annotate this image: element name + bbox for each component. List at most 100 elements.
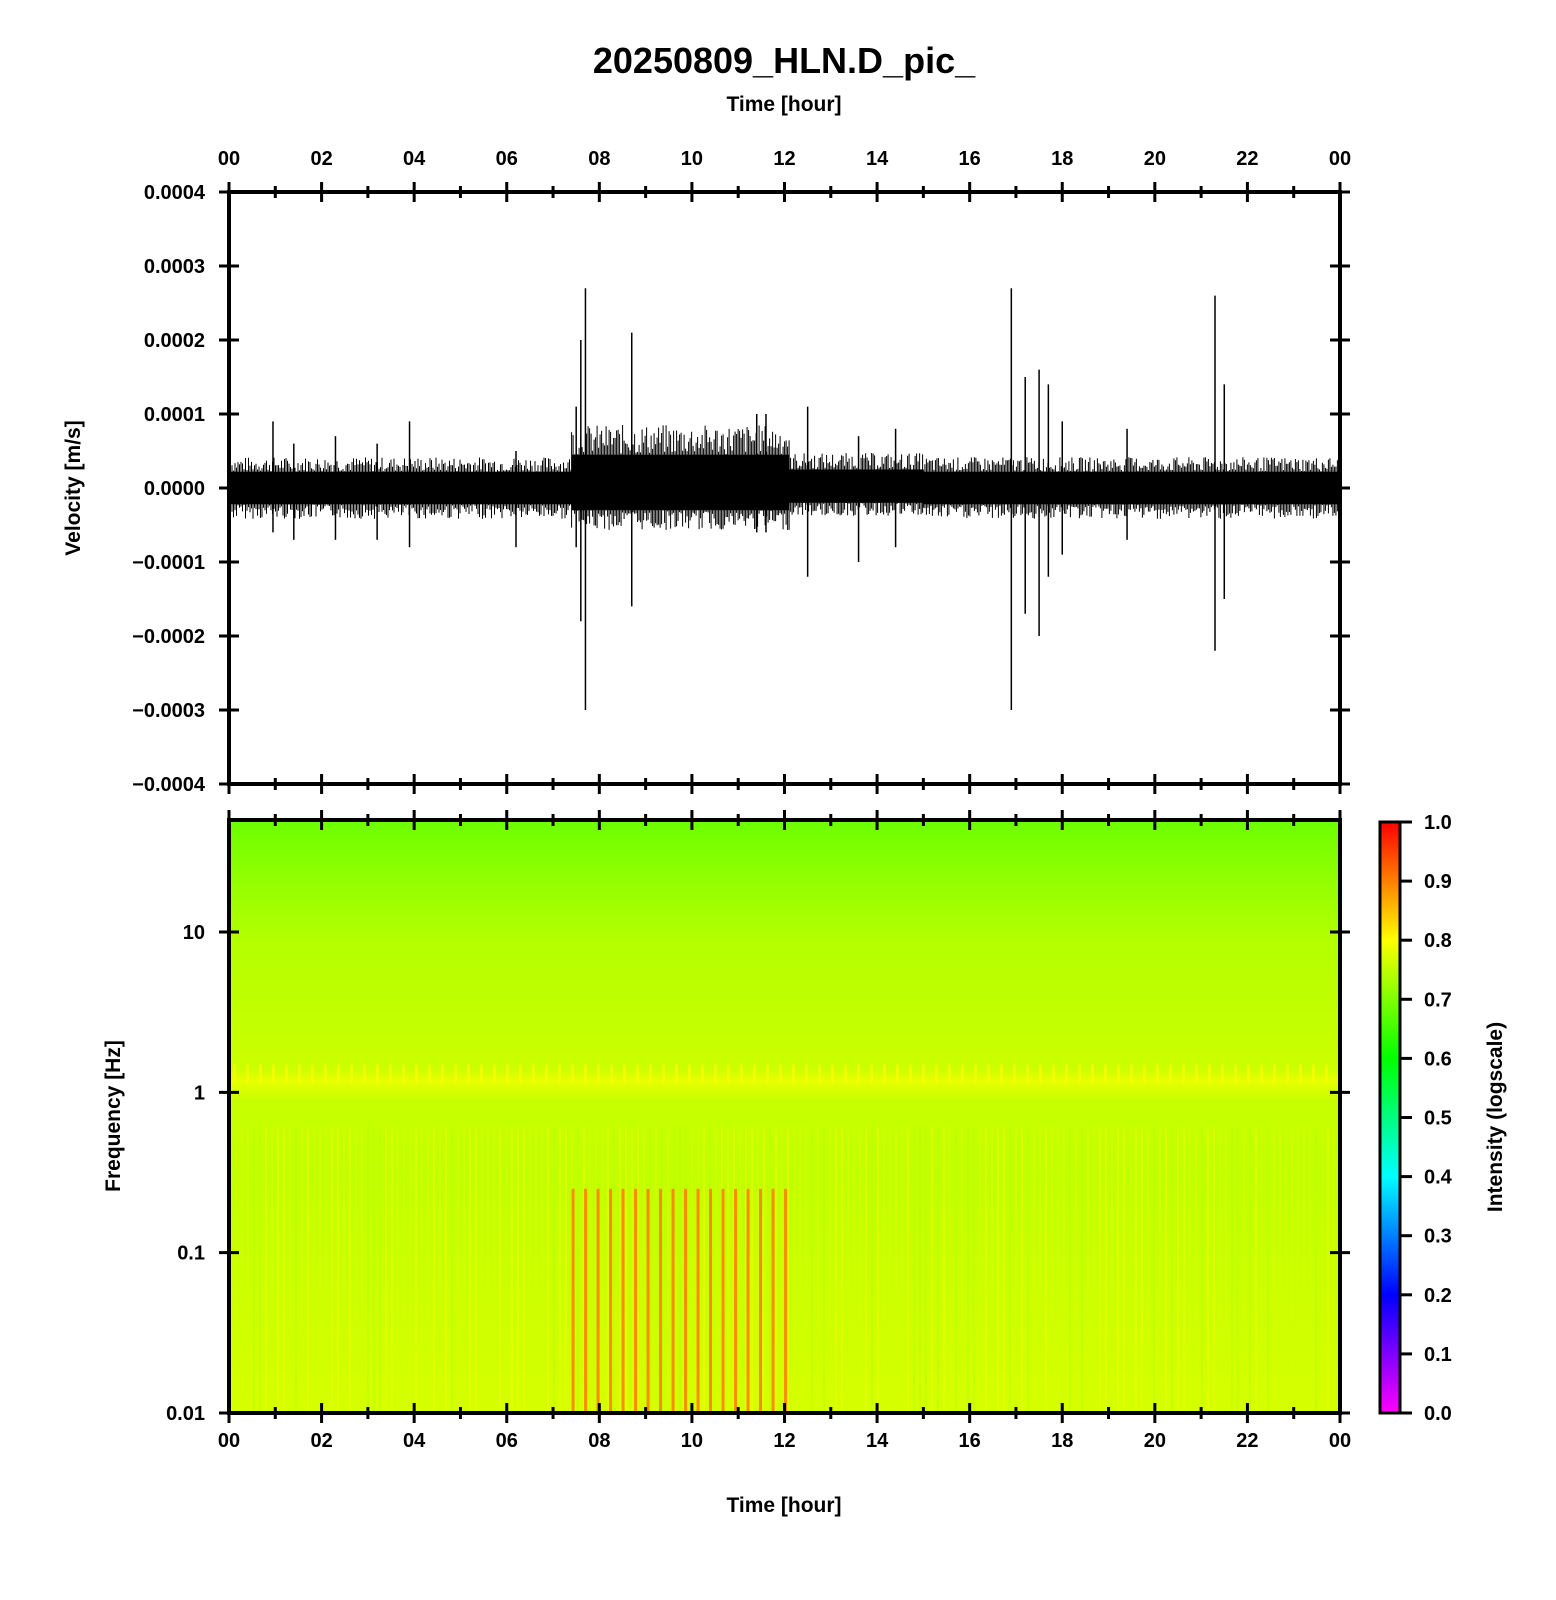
spec-band-dot (688, 1064, 691, 1083)
spec-highlight-0 (671, 1188, 675, 1413)
colorbar-tick-label-1: 0.9 (1424, 871, 1452, 893)
spec-stripe (1153, 1127, 1155, 1413)
spec-stripe (979, 1127, 981, 1413)
spec-stripe (889, 1127, 891, 1413)
noise-wiggle-3 (922, 457, 1340, 519)
spec-stripe (271, 1127, 273, 1413)
spec-stripe (451, 1127, 453, 1413)
spec-band-dot (714, 1064, 717, 1083)
spec-stripe (1159, 1127, 1161, 1413)
spec-stripe (541, 1127, 543, 1413)
colorbar-tick-label-2: 0.8 (1424, 930, 1452, 952)
spec-band-dot (467, 1064, 470, 1083)
spec-band-dot (480, 1064, 483, 1083)
seis-y-tick-label-7: −0.0003 (132, 700, 205, 722)
spec-stripe (1039, 1127, 1041, 1413)
spec-band-dot (233, 1064, 236, 1083)
spec-band-dot (857, 1064, 860, 1083)
spec-stripe (799, 1127, 801, 1413)
spec-stripe (871, 1127, 873, 1413)
spec-stripe (793, 1127, 795, 1413)
spec-stripe (943, 1127, 945, 1413)
colorbar-tick-label-10: 0.0 (1424, 1403, 1452, 1425)
spec-stripe (1285, 1127, 1287, 1413)
spec-highlight-0 (621, 1188, 625, 1413)
spec-band-dot (415, 1064, 418, 1083)
colorbar-label: Intensity (logscale) (1484, 1022, 1507, 1212)
spec-band-dot (1013, 1064, 1016, 1083)
colorbar-tick-label-8: 0.2 (1424, 1285, 1452, 1307)
spectrogram-y-ticks: 10 1 0.1 0.01 (166, 922, 1350, 1425)
spec-stripe (1243, 1127, 1245, 1413)
spec-band-dot (597, 1064, 600, 1083)
seis-y-tick-label-5: −0.0001 (132, 552, 205, 574)
spec-stripe (787, 1127, 789, 1413)
spec-highlight-0 (721, 1188, 725, 1413)
spec-stripe (529, 1127, 531, 1413)
spec-highlight-0 (634, 1188, 638, 1413)
spec-stripe (1135, 1127, 1137, 1413)
spec-stripe (343, 1127, 345, 1413)
spec-stripe (733, 1127, 735, 1413)
spec-band-dot (1052, 1064, 1055, 1083)
spec-stripe (805, 1127, 807, 1413)
spec-stripe (427, 1127, 429, 1413)
spec-stripe (1033, 1127, 1035, 1413)
spec-band-dot (1208, 1064, 1211, 1083)
spec-stripe (925, 1127, 927, 1413)
spec-y-tick-label-0: 10 (183, 922, 205, 944)
spec-band-dot (376, 1064, 379, 1083)
bottom-x-tick-label-10: 20 (1144, 1430, 1166, 1452)
spec-band-dot (1026, 1064, 1029, 1083)
spec-stripe (757, 1127, 759, 1413)
spec-y-tick-label-1: 1 (194, 1082, 205, 1104)
spec-stripe (433, 1127, 435, 1413)
spec-stripe (463, 1127, 465, 1413)
spec-stripe (859, 1127, 861, 1413)
spec-stripe (817, 1127, 819, 1413)
spec-stripe (1111, 1127, 1113, 1413)
spec-band-dot (1117, 1064, 1120, 1083)
spec-stripe (319, 1127, 321, 1413)
spec-band-dot (1130, 1064, 1133, 1083)
spec-band-dot (506, 1064, 509, 1083)
seismogram-top-x-ticks: 00 02 04 06 08 10 12 14 16 18 20 22 00 (218, 148, 1351, 794)
seis-y-tick-label-6: −0.0002 (132, 626, 205, 648)
spec-y-tick-label-2: 0.1 (177, 1243, 205, 1265)
spec-stripe (559, 1127, 561, 1413)
spec-stripe (949, 1127, 951, 1413)
spec-stripe (877, 1127, 879, 1413)
spec-stripe (553, 1127, 555, 1413)
spec-highlight-0 (584, 1188, 588, 1413)
colorbar-tick-label-0: 1.0 (1424, 812, 1452, 834)
spec-stripe (985, 1127, 987, 1413)
spec-stripe (619, 1127, 621, 1413)
noise-wiggle-2 (788, 453, 924, 516)
spec-stripe (337, 1127, 339, 1413)
spec-stripe (1099, 1127, 1101, 1413)
spec-stripe (691, 1127, 693, 1413)
spec-band-dot (1195, 1064, 1198, 1083)
spec-highlight-0 (771, 1188, 775, 1413)
spec-stripe (991, 1127, 993, 1413)
seismogram-panel: 00 02 04 06 08 10 12 14 16 18 20 22 00 0.00040.00030… (62, 148, 1351, 796)
spec-stripe (577, 1127, 579, 1413)
spec-band-dot (649, 1064, 652, 1083)
spec-stripe (901, 1127, 903, 1413)
spec-stripe (625, 1127, 627, 1413)
spec-band-dot (285, 1064, 288, 1083)
seismogram-y-ticks: 0.0004 0.0003 0.0002 0.0001 0.0000 −0.0001 −0.… (132, 182, 1350, 796)
spec-band-dot (974, 1064, 977, 1083)
spec-highlight-0 (571, 1188, 575, 1413)
spectrogram-x-ticks: 00 02 04 06 08 10 12 14 16 18 20 22 00 (218, 810, 1351, 1452)
spec-stripe (349, 1127, 351, 1413)
top-x-tick-label-2: 04 (403, 148, 426, 170)
spec-stripe (739, 1127, 741, 1413)
spec-stripe (397, 1127, 399, 1413)
chart-title: 20250809_HLN.D_pic_ (593, 40, 976, 81)
bottom-x-tick-label-4: 08 (588, 1430, 610, 1452)
top-x-tick-label-6: 12 (773, 148, 795, 170)
spec-band-dot (1078, 1064, 1081, 1083)
spec-band-dot (246, 1064, 249, 1083)
